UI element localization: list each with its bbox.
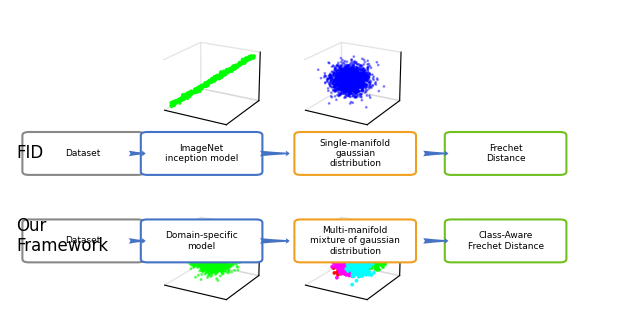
FancyBboxPatch shape: [22, 132, 144, 175]
FancyBboxPatch shape: [22, 219, 144, 262]
FancyBboxPatch shape: [294, 132, 416, 175]
Text: Dataset: Dataset: [65, 149, 101, 158]
Text: Multi-manifold
mixture of gaussian
distribution: Multi-manifold mixture of gaussian distr…: [310, 226, 400, 256]
FancyBboxPatch shape: [294, 219, 416, 262]
Text: Our
Framework: Our Framework: [16, 216, 108, 255]
FancyBboxPatch shape: [141, 219, 262, 262]
Text: Dataset: Dataset: [65, 236, 101, 246]
Text: Frechet
Distance: Frechet Distance: [486, 144, 525, 163]
FancyBboxPatch shape: [141, 132, 262, 175]
Text: Single-manifold
gaussian
distribution: Single-manifold gaussian distribution: [319, 139, 391, 168]
Text: FID: FID: [16, 145, 44, 162]
FancyBboxPatch shape: [445, 219, 566, 262]
FancyBboxPatch shape: [445, 132, 566, 175]
Text: Class-Aware
Frechet Distance: Class-Aware Frechet Distance: [468, 231, 543, 250]
Text: Domain-specific
model: Domain-specific model: [165, 231, 238, 250]
Text: ImageNet
inception model: ImageNet inception model: [165, 144, 238, 163]
